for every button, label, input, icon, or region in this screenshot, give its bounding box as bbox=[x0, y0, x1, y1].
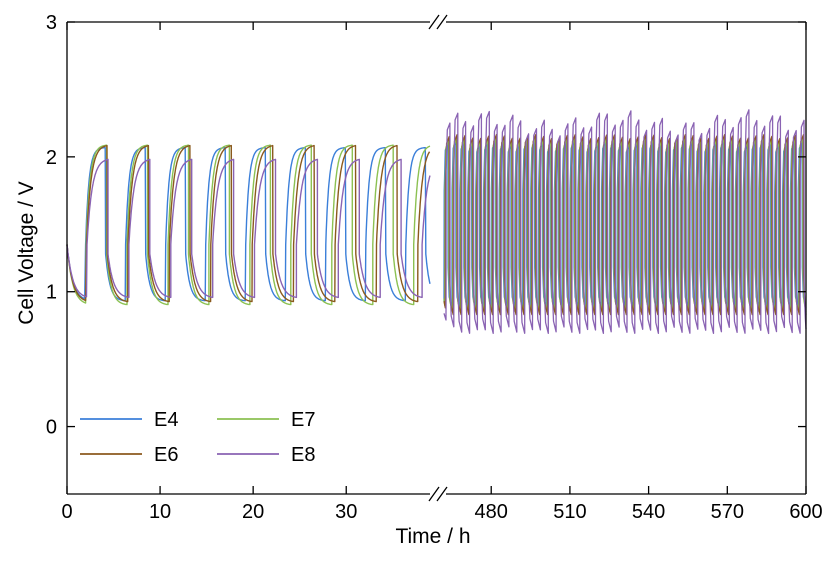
x-tick-label: 0 bbox=[61, 501, 72, 523]
x-tick-label: 10 bbox=[149, 501, 171, 523]
y-tick-label: 0 bbox=[46, 417, 57, 439]
legend-label-E7: E7 bbox=[291, 409, 315, 431]
series-E8-early bbox=[66, 158, 431, 299]
x-tick-label: 510 bbox=[553, 501, 586, 523]
x-tick-label: 20 bbox=[242, 501, 264, 523]
series-E7-early bbox=[66, 144, 431, 306]
x-tick-label: 600 bbox=[789, 501, 822, 523]
x-tick-label: 570 bbox=[711, 501, 744, 523]
legend: E4 E7 E6 E8 bbox=[80, 409, 315, 466]
y-axis-title: Cell Voltage / V bbox=[15, 181, 38, 325]
x-axis-title: Time / h bbox=[395, 525, 470, 548]
series-E6-early bbox=[66, 144, 431, 303]
x-tick-label: 30 bbox=[335, 501, 357, 523]
legend-label-E4: E4 bbox=[154, 409, 178, 431]
series-layer bbox=[66, 109, 807, 335]
series-E8-late bbox=[443, 109, 807, 335]
x-tick-label: 540 bbox=[632, 501, 665, 523]
series-E4-early bbox=[66, 147, 431, 302]
axis-break-mark bbox=[428, 486, 440, 502]
axis-break-mark bbox=[428, 14, 440, 30]
y-tick-label: 1 bbox=[46, 282, 57, 304]
legend-label-E6: E6 bbox=[154, 444, 178, 466]
axis-break-mark bbox=[436, 14, 448, 30]
x-tick-label: 480 bbox=[475, 501, 508, 523]
legend-label-E8: E8 bbox=[291, 444, 315, 466]
y-tick-label: 3 bbox=[46, 12, 57, 34]
axis-break-mark bbox=[436, 486, 448, 502]
y-tick-label: 2 bbox=[46, 147, 57, 169]
